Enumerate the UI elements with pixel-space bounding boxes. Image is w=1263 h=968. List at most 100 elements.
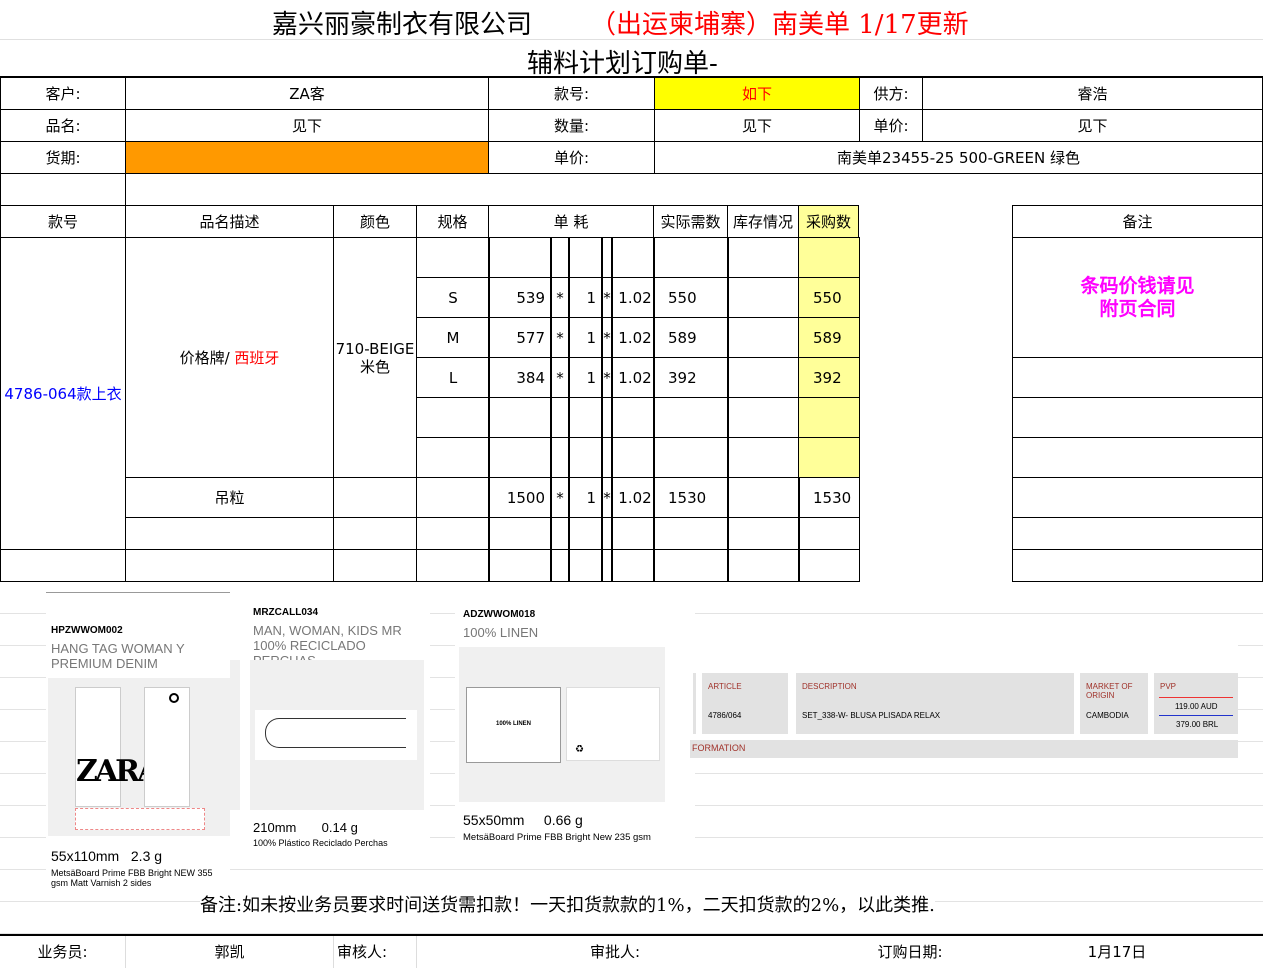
origin-heading: MARKET OF ORIGIN (1086, 682, 1133, 700)
blank-cell (488, 437, 552, 478)
color-cell[interactable]: 710-BEIGE 米色 (333, 237, 417, 478)
blank-cell (416, 549, 490, 582)
blank-cell (416, 437, 490, 478)
blank-cell (568, 397, 603, 438)
desc-cell[interactable]: 价格牌/ 西班牙 (125, 237, 334, 478)
col-remark: 备注 (1012, 205, 1263, 238)
pendant-mul1[interactable]: * (550, 477, 570, 518)
style-no-cell[interactable]: 4786-064款上衣 (0, 237, 126, 550)
blank-cell (611, 397, 655, 438)
row-purchase[interactable]: 589 (798, 317, 860, 358)
blank-cell (798, 549, 860, 582)
date-value[interactable]: 1月17日 (1087, 943, 1147, 961)
row-mul1[interactable]: * (550, 277, 570, 318)
blank-cell (416, 477, 490, 518)
pvp-brl: 379.00 BRL (1176, 720, 1219, 729)
pendant-actual[interactable]: 1530 (653, 477, 729, 518)
blank-cell (550, 397, 570, 438)
blank-cell (333, 477, 417, 518)
blank-cell (611, 437, 655, 478)
sales-value[interactable]: 郭凯 (214, 943, 245, 961)
pendant-ratio[interactable]: 1.02 (611, 477, 655, 518)
card-code: HPZWWOM002 (51, 625, 123, 636)
row-factor[interactable]: 1 (568, 317, 603, 358)
row-mul1[interactable]: * (550, 357, 570, 398)
reviewer-label: 审核人: (333, 936, 417, 968)
blank-cell (1012, 477, 1263, 518)
hang-tag-card: HPZWWOM002 HANG TAG WOMAN Y PREMIUM DENI… (46, 592, 230, 892)
row-actual[interactable]: 550 (653, 277, 729, 318)
blank-cell (727, 549, 800, 582)
blank-cell (798, 437, 860, 478)
order-ref[interactable]: 南美单23455-25 500-GREEN 绿色 (654, 141, 1263, 174)
pendant-qty[interactable]: 1500 (488, 477, 552, 518)
blank-cell (550, 549, 570, 582)
col-style-no: 款号 (0, 205, 126, 238)
row-purchase[interactable]: 392 (798, 357, 860, 398)
desc-country: 西班牙 (234, 348, 280, 367)
blank-cell (727, 317, 800, 358)
card-size: 55x50mm (463, 812, 525, 828)
blank-cell (798, 517, 860, 550)
row-ratio[interactable]: 1.02 (611, 277, 655, 318)
price-value[interactable]: 见下 (922, 109, 1263, 142)
blank-cell (488, 397, 552, 438)
blank-cell (550, 437, 570, 478)
card-code: ADZWWOM018 (463, 609, 536, 620)
row-qty[interactable]: 539 (488, 277, 552, 318)
row-ratio[interactable]: 1.02 (611, 357, 655, 398)
tag-text: 100% LINEN (495, 721, 531, 727)
blank-cell (798, 397, 860, 438)
blank-cell (611, 237, 655, 278)
style-value[interactable]: 如下 (654, 77, 860, 110)
blank-cell (488, 237, 552, 278)
row-qty[interactable]: 577 (488, 317, 552, 358)
row-qty[interactable]: 384 (488, 357, 552, 398)
pendant-factor[interactable]: 1 (568, 477, 603, 518)
col-purchase: 采购数 (798, 205, 859, 238)
blank-cell (798, 237, 860, 278)
pendant-purchase[interactable]: 1530 (798, 477, 860, 518)
blank-cell (0, 549, 126, 582)
row-actual[interactable]: 392 (653, 357, 729, 398)
row-factor[interactable]: 1 (568, 357, 603, 398)
blank-cell (727, 357, 800, 398)
row-size[interactable]: L (416, 357, 490, 398)
qty-value[interactable]: 见下 (654, 109, 860, 142)
blank-cell (568, 437, 603, 478)
row-size[interactable]: S (416, 277, 490, 318)
row-mul1[interactable]: * (550, 317, 570, 358)
col-actual: 实际需数 (653, 205, 728, 238)
blank-cell (1012, 517, 1263, 550)
desc-prefix: 价格牌/ (179, 348, 230, 367)
customer-value[interactable]: ZA客 (125, 77, 489, 110)
footer-note: 备注:如未按业务员要求时间送货需扣款！一天扣货款款的1%，二天扣货款的2%，以此… (200, 891, 935, 917)
row-actual[interactable]: 589 (653, 317, 729, 358)
remark-cell[interactable]: 条码价钱请见附页合同 (1012, 237, 1263, 358)
blank-cell[interactable] (0, 173, 126, 206)
row-ratio[interactable]: 1.02 (611, 317, 655, 358)
hole-icon (169, 693, 179, 703)
card-title: HANG TAG WOMAN Y PREMIUM DENIM (51, 641, 185, 671)
pendant-desc[interactable]: 吊粒 (125, 477, 334, 518)
blank-cell (727, 397, 800, 438)
product-label: 品名: (0, 109, 126, 142)
blank-cell[interactable] (125, 173, 1263, 206)
blank-cell (416, 517, 490, 550)
row-factor[interactable]: 1 (568, 277, 603, 318)
blank-cell (611, 549, 655, 582)
blank-cell (1012, 437, 1263, 478)
description-heading: DESCRIPTION (802, 682, 857, 691)
delivery-value[interactable] (125, 141, 489, 174)
description-value: SET_338-W- BLUSA PLISADA RELAX (802, 711, 941, 720)
row-purchase[interactable]: 550 (798, 277, 860, 318)
blank-cell (416, 237, 490, 278)
col-size: 规格 (416, 205, 489, 238)
supplier-value[interactable]: 睿浩 (922, 77, 1263, 110)
product-value[interactable]: 见下 (125, 109, 489, 142)
blank-cell (653, 517, 729, 550)
recycle-icon: ♻ (575, 744, 584, 755)
row-size[interactable]: M (416, 317, 490, 358)
blank-cell (550, 237, 570, 278)
